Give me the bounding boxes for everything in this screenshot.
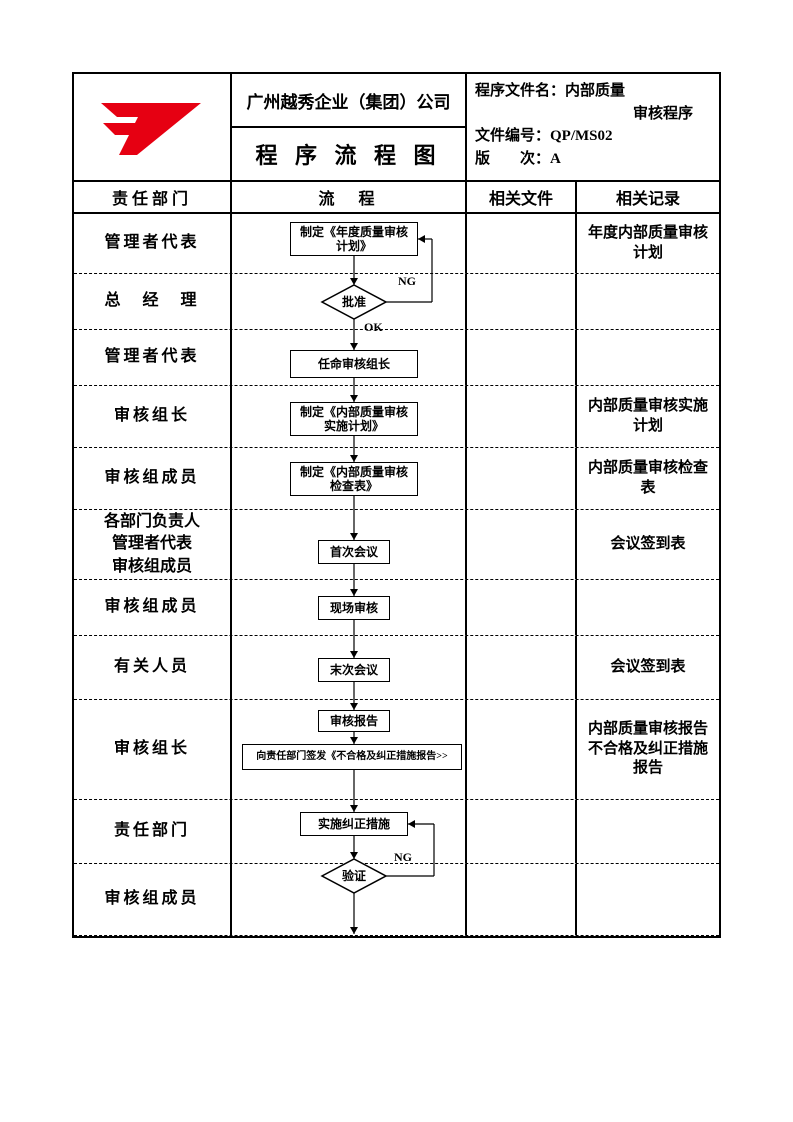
doc-cell — [467, 580, 577, 635]
flow-cell — [232, 214, 467, 273]
flow-cell — [232, 864, 467, 935]
doc-name-l1: 内部质量 — [565, 83, 625, 99]
doc-cell — [467, 800, 577, 863]
dept-cell: 各部门负责人管理者代表审核组成员 — [74, 510, 232, 579]
rev-label: 版 次： — [475, 151, 550, 167]
dept-cell: 管理者代表 — [74, 214, 232, 273]
rec-cell: 内部质量审核报告不合格及纠正措施报告 — [577, 700, 719, 799]
table-row: 总 经 理 — [74, 274, 719, 330]
table-row: 责任部门 — [74, 800, 719, 864]
dept-cell: 总 经 理 — [74, 274, 232, 329]
doc-cell — [467, 510, 577, 579]
dept-cell: 审核组成员 — [74, 580, 232, 635]
column-headers: 责任部门 流 程 相关文件 相关记录 — [74, 182, 719, 214]
doc-cell — [467, 386, 577, 447]
flow-cell — [232, 448, 467, 509]
flow-cell — [232, 636, 467, 699]
rec-cell: 会议签到表 — [577, 510, 719, 579]
doc-cell — [467, 700, 577, 799]
doc-cell — [467, 274, 577, 329]
table-row: 审核组成员 — [74, 864, 719, 936]
logo-cell — [74, 74, 232, 180]
doc-no-label: 文件编号： — [475, 128, 550, 144]
dept-cell: 责任部门 — [74, 800, 232, 863]
header: 广州越秀企业（集团）公司 程 序 流 程 图 程序文件名：内部质量 审核程序 文… — [74, 74, 719, 182]
rec-cell: 会议签到表 — [577, 636, 719, 699]
flow-cell — [232, 800, 467, 863]
hdr-doc: 相关文件 — [467, 182, 577, 212]
dept-cell: 有关人员 — [74, 636, 232, 699]
rec-cell — [577, 580, 719, 635]
doc-name-l2: 审核程序 — [475, 103, 711, 126]
doc-cell — [467, 214, 577, 273]
flow-cell — [232, 700, 467, 799]
rec-cell: 内部质量审核检查表 — [577, 448, 719, 509]
dept-cell: 审核组成员 — [74, 448, 232, 509]
dept-cell: 审核组长 — [74, 700, 232, 799]
flow-cell — [232, 580, 467, 635]
company-logo-icon — [97, 97, 207, 157]
rec-cell: 内部质量审核实施计划 — [577, 386, 719, 447]
doc-cell — [467, 330, 577, 385]
table-row: 审核组成员 内部质量审核检查表 — [74, 448, 719, 510]
doc-title: 程 序 流 程 图 — [232, 128, 465, 180]
rec-cell: 年度内部质量审核计划 — [577, 214, 719, 273]
doc-name-label: 程序文件名： — [475, 83, 565, 99]
rec-cell — [577, 274, 719, 329]
doc-cell — [467, 864, 577, 935]
flow-cell — [232, 330, 467, 385]
doc-cell — [467, 636, 577, 699]
table-row: 各部门负责人管理者代表审核组成员 会议签到表 — [74, 510, 719, 580]
flow-cell — [232, 510, 467, 579]
doc-cell — [467, 448, 577, 509]
rec-cell — [577, 330, 719, 385]
title-column: 广州越秀企业（集团）公司 程 序 流 程 图 — [232, 74, 467, 180]
rec-cell — [577, 800, 719, 863]
table-row: 审核组长 内部质量审核实施计划 — [74, 386, 719, 448]
hdr-flow: 流 程 — [232, 182, 467, 212]
rec-cell — [577, 864, 719, 935]
flow-cell — [232, 386, 467, 447]
doc-no: QP/MS02 — [550, 128, 613, 144]
table-row: 审核组长 内部质量审核报告不合格及纠正措施报告 — [74, 700, 719, 800]
dept-cell: 审核组成员 — [74, 864, 232, 935]
body: 管理者代表年度内部质量审核计划总 经 理管理者代表审核组长内部质量审核实施计划审… — [74, 214, 719, 936]
flow-cell — [232, 274, 467, 329]
doc-info: 程序文件名：内部质量 审核程序 文件编号：QP/MS02 版 次：A — [467, 74, 719, 180]
table-row: 有关人员 会议签到表 — [74, 636, 719, 700]
dept-cell: 审核组长 — [74, 386, 232, 447]
table-row: 审核组成员 — [74, 580, 719, 636]
dept-cell: 管理者代表 — [74, 330, 232, 385]
table-row: 管理者代表 — [74, 330, 719, 386]
company-name: 广州越秀企业（集团）公司 — [232, 74, 465, 128]
hdr-dept: 责任部门 — [74, 182, 232, 212]
document-frame: 广州越秀企业（集团）公司 程 序 流 程 图 程序文件名：内部质量 审核程序 文… — [72, 72, 721, 938]
table-row: 管理者代表 年度内部质量审核计划 — [74, 214, 719, 274]
rev: A — [550, 151, 561, 167]
hdr-rec: 相关记录 — [577, 182, 719, 212]
